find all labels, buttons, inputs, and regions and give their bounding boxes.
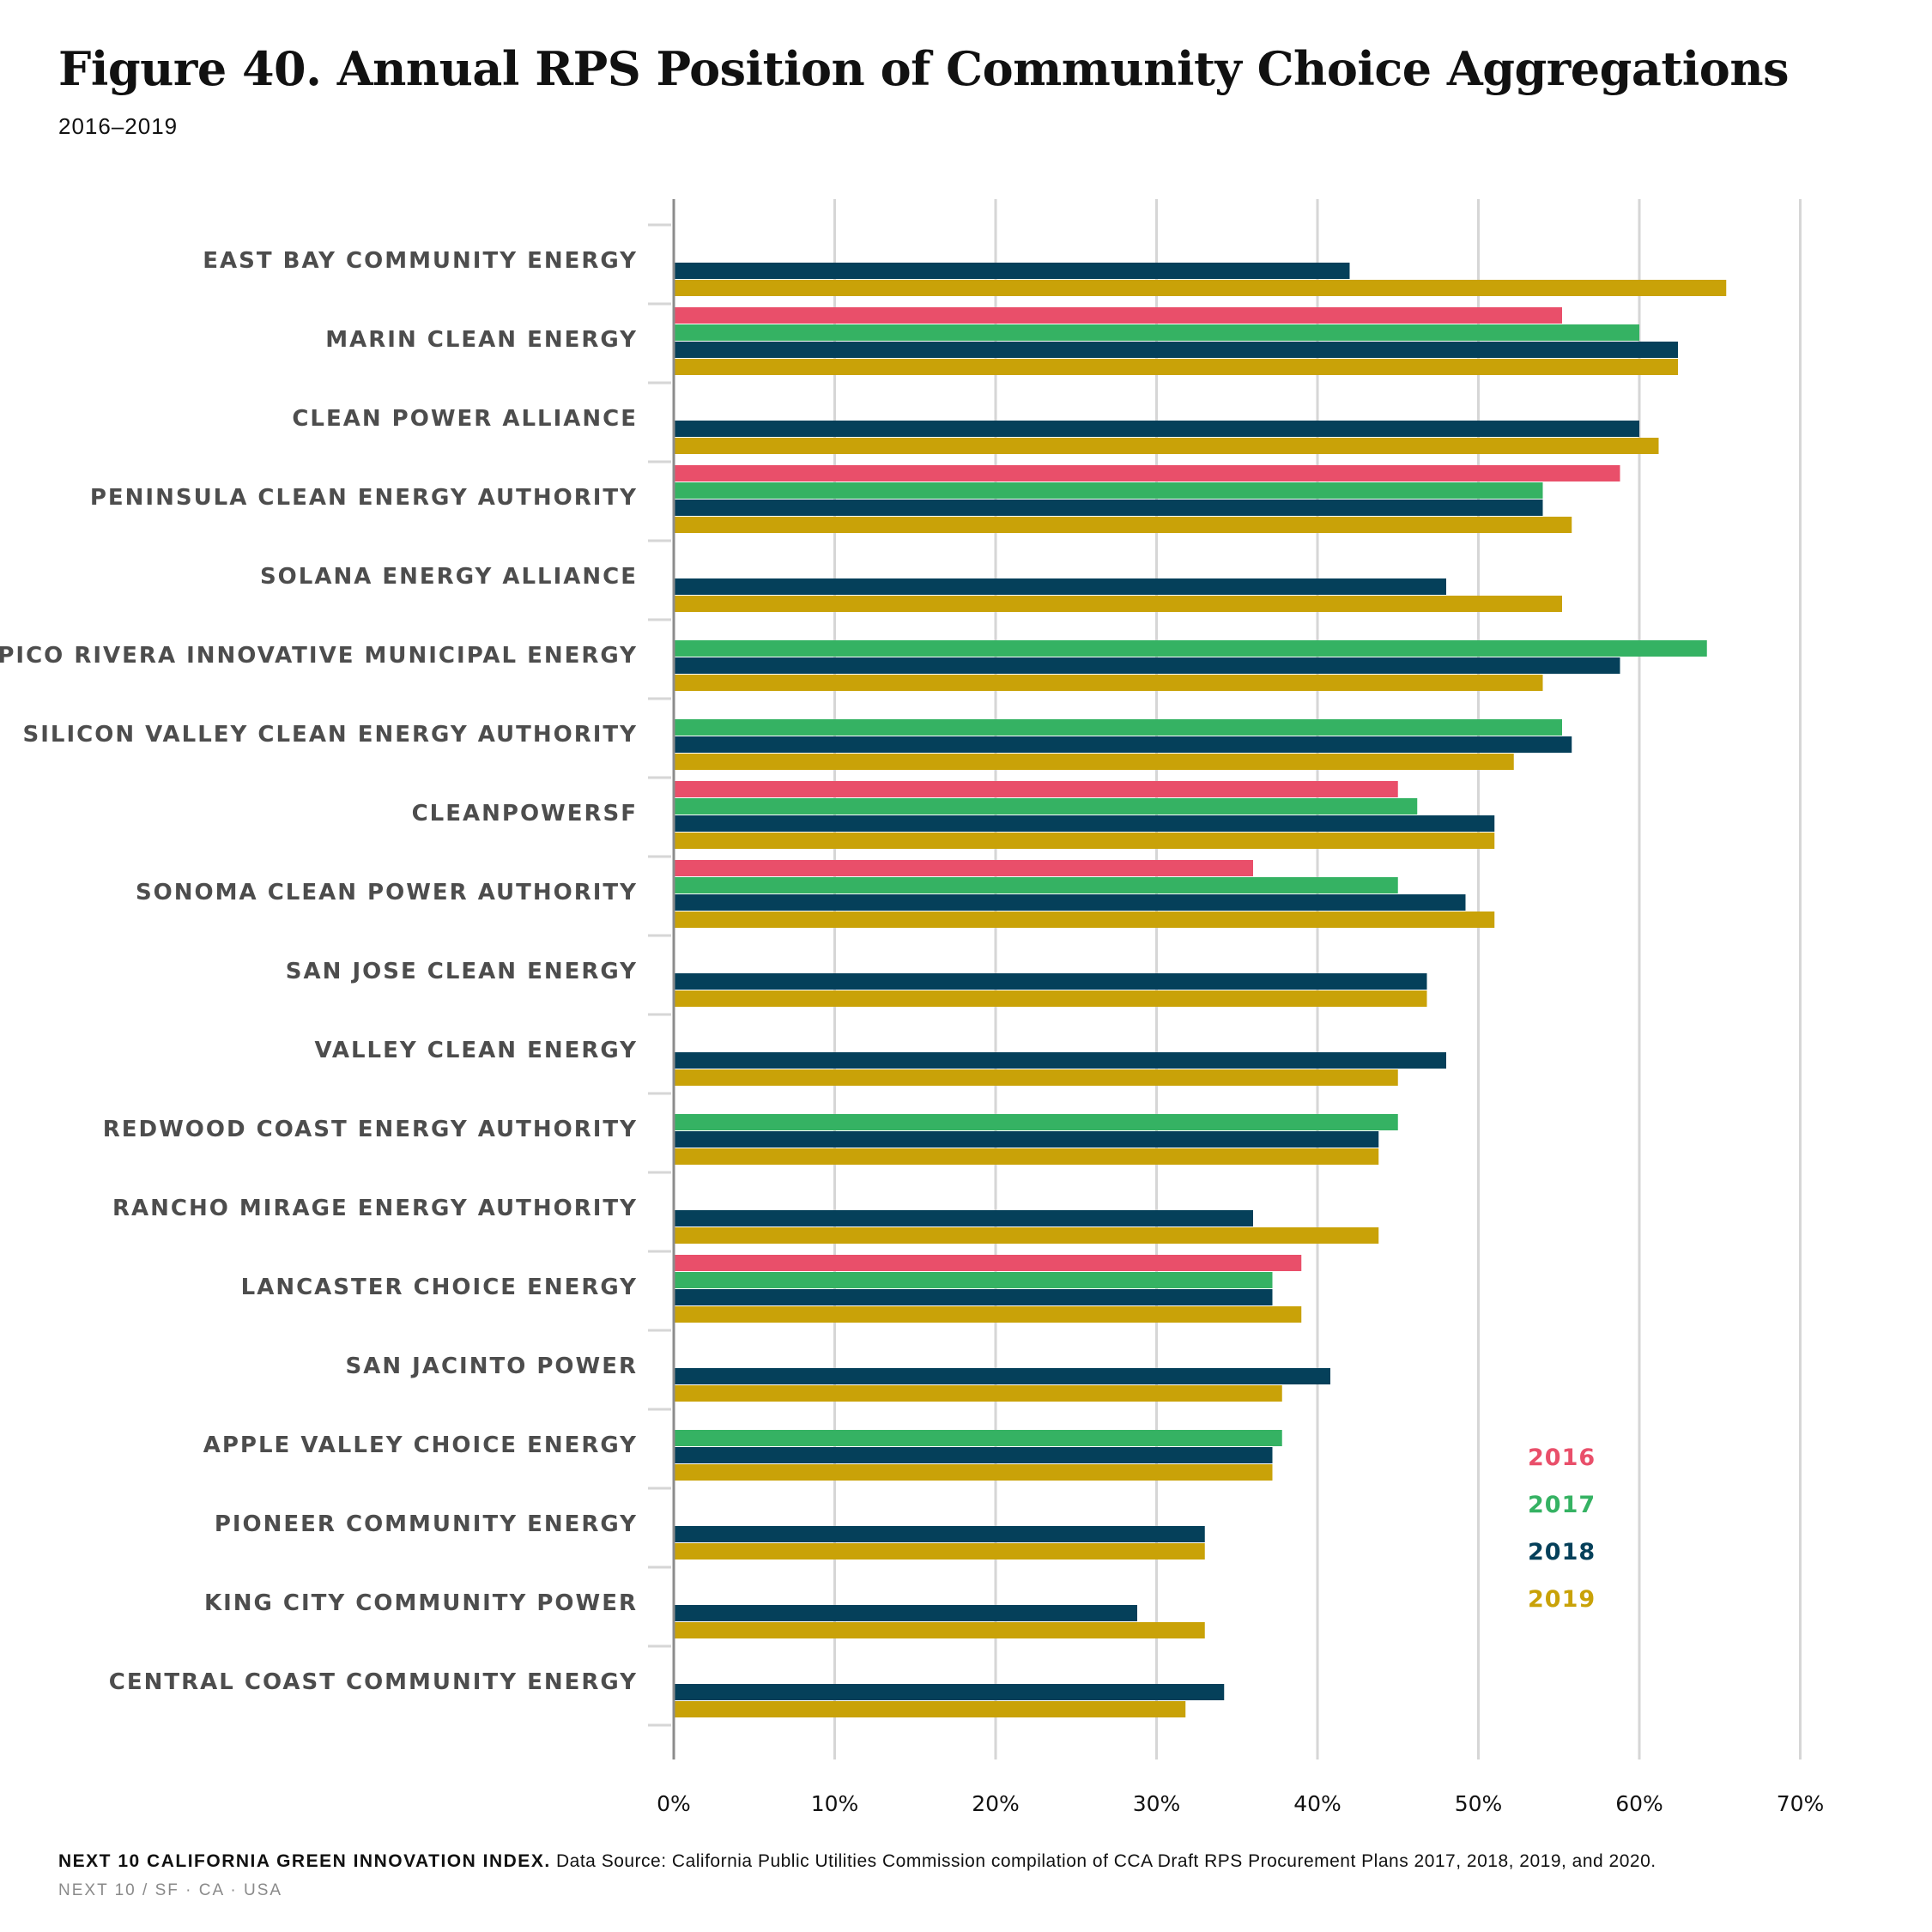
category-label: SAN JACINTO POWER [346,1354,638,1379]
bar-2018 [674,1052,1446,1069]
bar-2016 [674,1255,1302,1271]
category-label: CLEAN POWER ALLIANCE [292,406,638,432]
bar-2017 [674,1114,1398,1130]
category-label: SILICON VALLEY CLEAN ENERGY AUTHORITY [23,722,638,748]
x-tick-label: 40% [1293,1791,1341,1816]
bar-2018 [674,657,1620,674]
bar-2018 [674,1526,1205,1542]
category-label: SAN JOSE CLEAN ENERGY [286,959,638,984]
category-label: CLEANPOWERSF [412,801,638,827]
x-tick-labels: 0% 10% 20% 30% 40% 50% 60% 70% [657,1791,1824,1816]
bars [674,263,1727,1717]
chart-subtitle: 2016–2019 [58,113,179,139]
bar-2018 [674,1210,1253,1226]
bar-2018 [674,1447,1273,1463]
bar-2019 [674,990,1427,1007]
x-tick-label: 0% [657,1791,691,1816]
bar-2019 [674,911,1495,928]
source-org: NEXT 10 CALIFORNIA GREEN INNOVATION INDE… [58,1851,551,1871]
bar-2018 [674,973,1427,990]
bar-2017 [674,482,1543,499]
category-label: MARIN CLEAN ENERGY [325,327,638,353]
bar-chart: EAST BAY COMMUNITY ENERGY MARIN CLEAN ENE… [0,199,1824,1816]
bar-2019 [674,754,1514,770]
bar-2019 [674,1385,1282,1402]
bar-2016 [674,465,1620,481]
category-label: PENINSULA CLEAN ENERGY AUTHORITY [90,485,638,511]
legend-item-2016: 2016 [1528,1444,1596,1471]
x-tick-label: 60% [1615,1791,1663,1816]
x-tick-label: 50% [1455,1791,1503,1816]
category-label: KING CITY COMMUNITY POWER [204,1590,638,1616]
bar-2018 [674,815,1495,832]
bar-2018 [674,1131,1379,1148]
bar-2017 [674,798,1418,815]
bar-2019 [674,1464,1273,1481]
legend-item-2018: 2018 [1528,1539,1596,1566]
category-label: VALLEY CLEAN ENERGY [315,1038,639,1063]
category-labels: EAST BAY COMMUNITY ENERGY MARIN CLEAN ENE… [0,248,639,1695]
bar-2016 [674,781,1398,797]
category-label: PIONEER COMMUNITY ENERGY [215,1511,638,1537]
category-label: PICO RIVERA INNOVATIVE MUNICIPAL ENERGY [0,643,638,669]
bar-2018 [674,894,1466,911]
bar-2019 [674,1148,1379,1165]
bar-2019 [674,1227,1379,1244]
bar-2017 [674,719,1562,736]
category-label: EAST BAY COMMUNITY ENERGY [203,248,638,274]
bar-2018 [674,1368,1330,1384]
bar-2018 [674,500,1543,516]
legend-item-2019: 2019 [1528,1586,1596,1613]
credit-line: NEXT 10 / SF · CA · USA [58,1881,283,1899]
x-tick-label: 30% [1133,1791,1181,1816]
bar-2017 [674,1272,1273,1288]
bar-2019 [674,1543,1205,1560]
category-label: RANCHO MIRAGE ENERGY AUTHORITY [112,1196,638,1221]
legend-item-2017: 2017 [1528,1492,1596,1518]
bar-2016 [674,860,1253,876]
category-label: SONOMA CLEAN POWER AUTHORITY [136,880,638,905]
bar-2016 [674,307,1562,324]
bar-2019 [674,438,1659,454]
x-tick-label: 70% [1777,1791,1825,1816]
x-tick-label: 10% [811,1791,859,1816]
legend: 2016 2017 2018 2019 [1528,1444,1596,1613]
category-label: APPLE VALLEY CHOICE ENERGY [203,1432,638,1458]
bar-2018 [674,263,1350,279]
bar-2017 [674,1430,1282,1446]
bar-2019 [674,280,1727,296]
bar-2019 [674,833,1495,849]
category-label: CENTRAL COAST COMMUNITY ENERGY [109,1669,638,1695]
bar-2017 [674,324,1639,341]
bar-2019 [674,675,1543,691]
bar-2019 [674,1069,1398,1086]
bar-2018 [674,1684,1225,1700]
bar-2018 [674,1605,1137,1621]
source-note: NEXT 10 CALIFORNIA GREEN INNOVATION INDE… [58,1851,1656,1872]
category-label: REDWOOD COAST ENERGY AUTHORITY [103,1117,638,1142]
chart-title: Figure 40. Annual RPS Position of Commun… [58,41,1790,96]
bar-2017 [674,640,1707,657]
bar-2018 [674,342,1678,358]
bar-2018 [674,1289,1273,1305]
bar-2018 [674,421,1639,437]
bar-2019 [674,596,1562,612]
category-label: LANCASTER CHOICE ENERGY [241,1275,638,1300]
bar-2019 [674,1622,1205,1638]
bar-2019 [674,359,1678,375]
bar-2019 [674,1306,1302,1323]
bar-2019 [674,517,1572,533]
category-label: SOLANA ENERGY ALLIANCE [260,564,638,590]
x-tick-label: 20% [972,1791,1020,1816]
bar-2017 [674,877,1398,893]
y-axis [648,199,675,1759]
source-text: Data Source: California Public Utilities… [556,1851,1656,1871]
bar-2019 [674,1701,1186,1717]
bar-2018 [674,578,1446,595]
bar-2018 [674,736,1572,753]
